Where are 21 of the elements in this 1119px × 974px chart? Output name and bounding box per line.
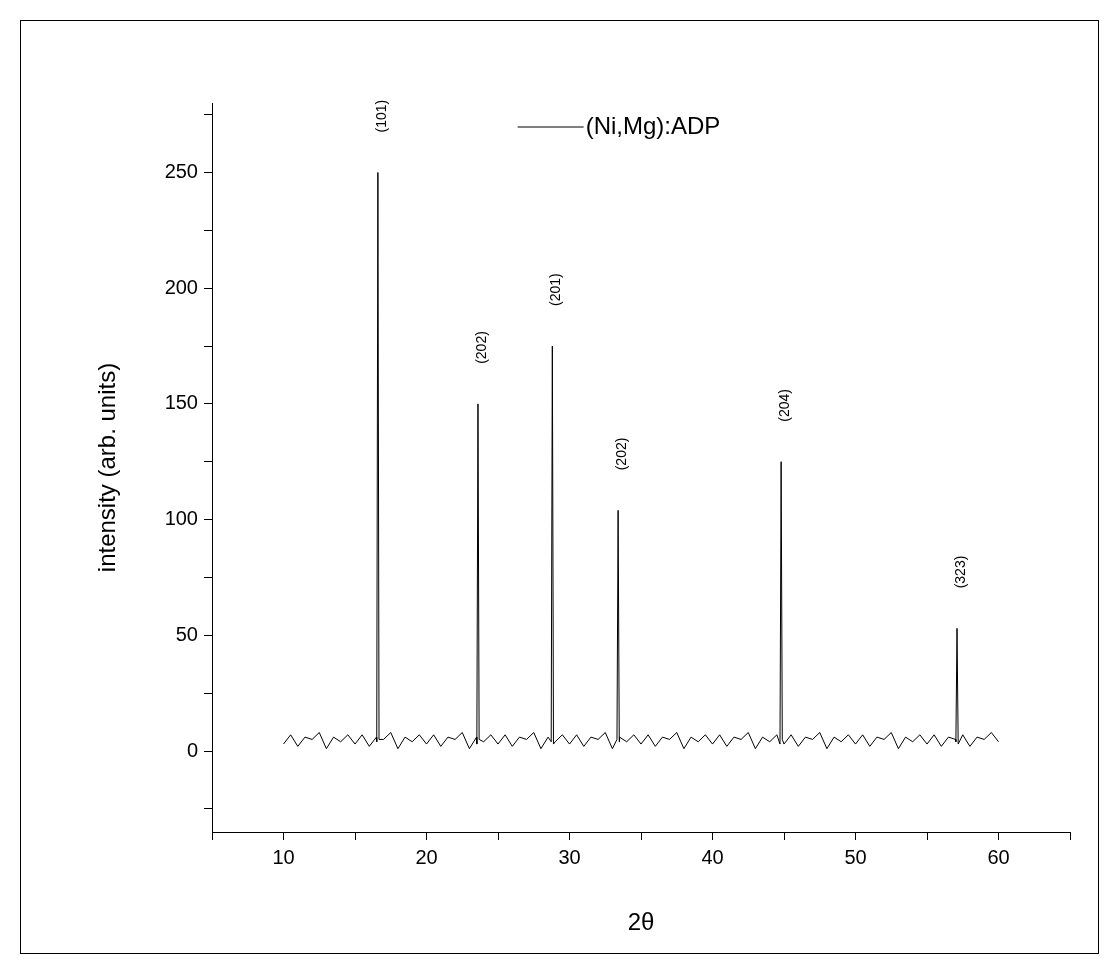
x-tick-label: 40 — [701, 845, 724, 868]
annotation: (101) — [372, 99, 389, 133]
x-axis-title: 2θ — [627, 908, 655, 936]
y-tick-label: 50 — [175, 622, 198, 645]
x-tick-label: 60 — [987, 845, 1010, 868]
annotation: (201) — [547, 273, 564, 306]
y-tick-label: 200 — [164, 275, 198, 298]
y-tick-label: 150 — [164, 391, 198, 414]
y-tick-label: 100 — [164, 507, 198, 530]
x-tick-label: 50 — [844, 845, 867, 868]
x-tick-label: 10 — [272, 845, 295, 868]
y-tick-label: 0 — [186, 738, 198, 761]
x-tick-label: 20 — [415, 845, 438, 868]
annotation: (202) — [472, 331, 489, 364]
annotation: (204) — [776, 389, 792, 422]
annotation: (202) — [612, 437, 629, 471]
annotation: (323) — [951, 555, 968, 589]
legend-label: (Ni,Mg):ADP — [585, 111, 721, 139]
y-axis-title: intensity (arb. units) — [93, 362, 121, 573]
x-tick-label: 30 — [558, 845, 581, 868]
y-tick-label: 250 — [164, 159, 198, 182]
